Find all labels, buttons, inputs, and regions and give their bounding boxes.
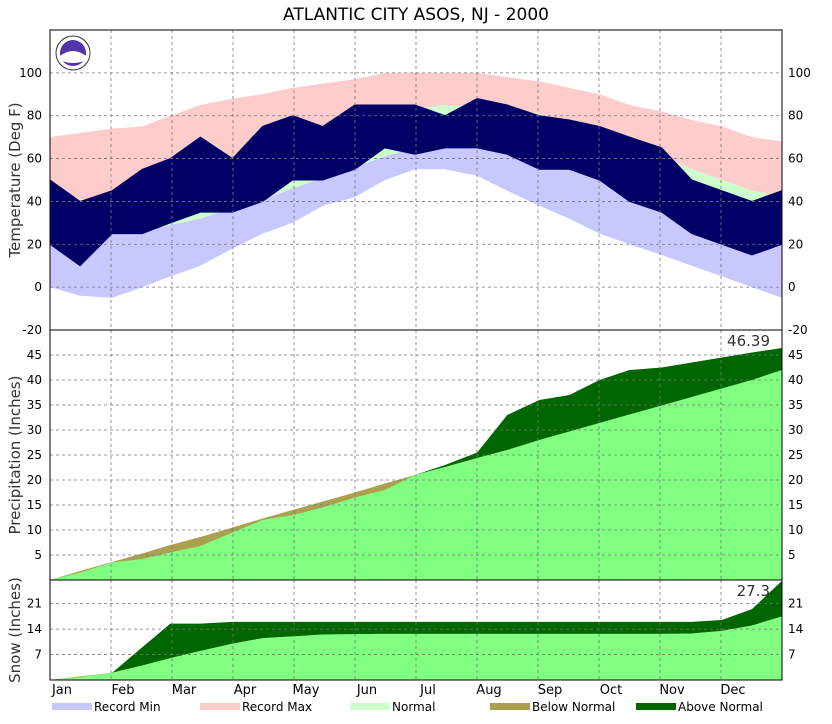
y-tick-label-right: 10	[788, 523, 803, 537]
legend-swatch	[490, 703, 530, 710]
y-tick-label-right: 5	[788, 548, 796, 562]
y-tick-label-right: 80	[788, 109, 803, 123]
y-tick-label-right: 25	[788, 448, 803, 462]
x-tick-label: Nov	[659, 683, 685, 698]
y-tick-label: 20	[27, 473, 42, 487]
y-tick-label: 25	[27, 448, 42, 462]
y-tick-label-right: 35	[788, 398, 803, 412]
y-tick-label-right: 60	[788, 152, 803, 166]
y-tick-label: 30	[27, 423, 42, 437]
y-tick-label: 0	[34, 280, 42, 294]
annotation: 27.3	[737, 582, 770, 600]
x-tick-label: Oct	[600, 683, 622, 698]
noaa-logo	[55, 35, 91, 71]
y-tick-label: 15	[27, 498, 42, 512]
y-tick-label-right: 100	[788, 66, 811, 80]
y-tick-label-right: 40	[788, 194, 803, 208]
y-axis-label: Precipitation (Inches)	[6, 376, 24, 535]
y-tick-label-right: 40	[788, 373, 803, 387]
legend-label: Below Normal	[532, 700, 615, 714]
legend-label: Normal	[392, 700, 435, 714]
x-tick-label: Mar	[172, 683, 197, 698]
y-tick-label-right: 0	[788, 280, 796, 294]
y-tick-label-right: -20	[788, 323, 808, 337]
y-tick-label-right: 45	[788, 348, 803, 362]
y-tick-label-right: 7	[788, 648, 796, 662]
y-tick-label: 7	[34, 648, 42, 662]
y-tick-label: 35	[27, 398, 42, 412]
x-tick-label: Jul	[419, 683, 436, 698]
x-tick-label: Aug	[476, 683, 501, 698]
x-tick-label: Jun	[356, 683, 377, 698]
y-axis-label: Snow (Inches)	[6, 577, 24, 683]
legend-label: Record Min	[94, 700, 161, 714]
y-tick-label: 45	[27, 348, 42, 362]
y-tick-label: 5	[34, 548, 42, 562]
legend-swatch	[350, 703, 390, 710]
y-tick-label: 40	[27, 194, 42, 208]
y-tick-label-right: 20	[788, 237, 803, 251]
y-tick-label: 14	[27, 622, 42, 636]
x-tick-label: Sep	[538, 683, 563, 698]
y-tick-label: 10	[27, 523, 42, 537]
y-axis-label: Temperature (Deg F)	[6, 102, 24, 258]
y-tick-label: -20	[22, 323, 42, 337]
y-tick-label: 40	[27, 373, 42, 387]
x-tick-label: Feb	[111, 683, 134, 698]
x-tick-label: May	[293, 683, 320, 698]
x-tick-label: Jan	[51, 683, 72, 698]
y-tick-label: 20	[27, 237, 42, 251]
y-tick-label-right: 15	[788, 498, 803, 512]
legend-swatch	[200, 703, 240, 710]
y-tick-label-right: 21	[788, 597, 803, 611]
legend-swatch	[52, 703, 92, 710]
y-tick-label-right: 30	[788, 423, 803, 437]
panel: -20 -20 0 0 20 20 40 40 60 60 80 80 100 100 Temperatur…	[6, 29, 811, 337]
legend-label: Above Normal	[678, 700, 763, 714]
y-tick-label: 80	[27, 109, 42, 123]
y-tick-label: 21	[27, 597, 42, 611]
x-tick-label: Apr	[234, 683, 257, 698]
chart-title: ATLANTIC CITY ASOS, NJ - 2000	[283, 5, 549, 25]
annotation: 46.39	[727, 332, 770, 350]
x-tick-label: Dec	[720, 683, 745, 698]
legend-swatch	[636, 703, 676, 710]
y-tick-label: 60	[27, 152, 42, 166]
y-tick-label-right: 20	[788, 473, 803, 487]
y-tick-label-right: 14	[788, 622, 803, 636]
panel-frame	[49, 579, 783, 681]
legend-label: Record Max	[242, 700, 312, 714]
y-tick-label: 100	[19, 66, 42, 80]
